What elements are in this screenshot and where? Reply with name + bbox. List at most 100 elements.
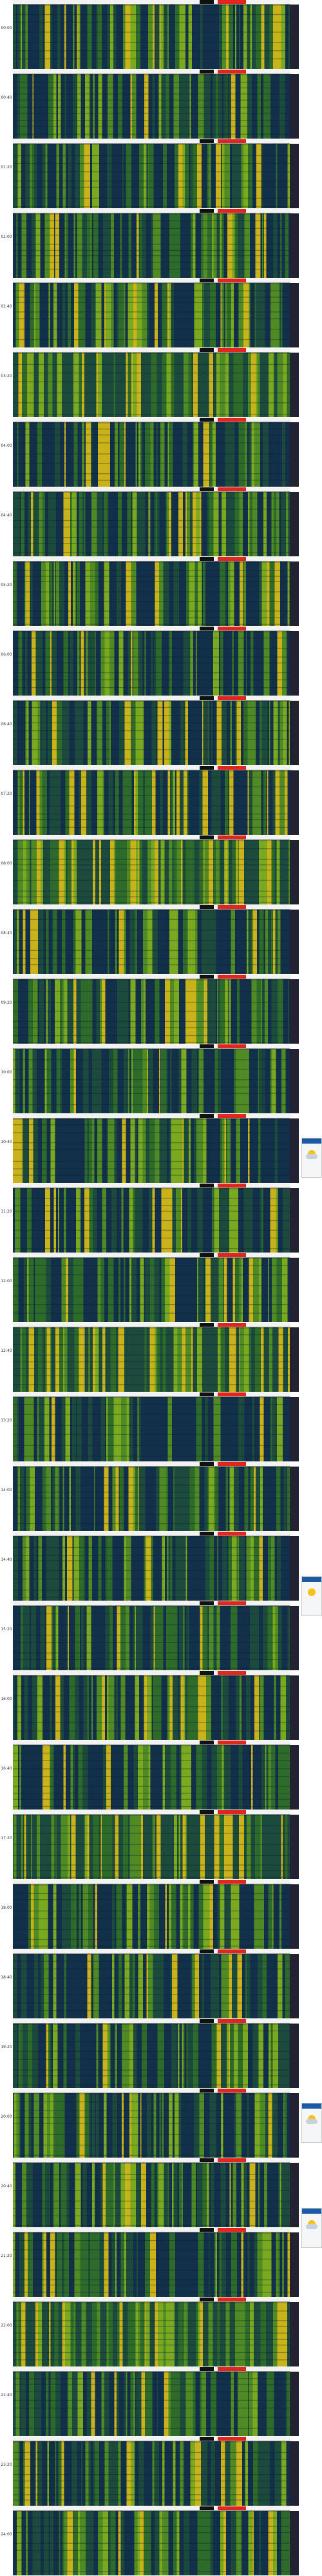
spectrogram-panel: 01:20 [0,139,322,209]
spectrogram [13,1118,290,1183]
bar-marker [200,1044,214,1048]
spectrogram-panel: 00:40 [0,70,322,139]
time-bar [13,766,290,770]
bar-highlight [218,1810,246,1814]
weather-card [301,1138,322,1178]
spectrogram-panel: 03:20 [0,348,322,418]
bar-marker [200,627,214,630]
spectrogram-panel: 17:20 [0,1810,322,1880]
bar-marker [200,2367,214,2371]
spectrogram [13,1049,290,1113]
spectrogram-panel: 11:20 [0,1184,322,1253]
panel-label: 11:20 [1,1209,12,1214]
bar-marker [200,139,214,143]
time-bar [13,1253,290,1258]
bar-highlight [218,2298,246,2301]
scale-column [290,353,299,417]
bar-highlight [218,2506,246,2510]
time-bar [13,835,290,840]
bar-highlight [218,348,246,352]
scale-column [290,1188,299,1253]
scale-column [290,631,299,696]
time-bar [13,2089,290,2093]
spectrogram-panel: 09:20 [0,975,322,1044]
time-bar [13,418,290,422]
spectrogram-panel: 20:40 [0,2158,322,2228]
panel-label: 05:20 [1,583,12,587]
spectrogram [13,2441,290,2506]
bar-highlight [218,2367,246,2371]
time-bar [13,487,290,492]
bar-marker [200,1253,214,1257]
time-bar [13,1880,290,1884]
time-bar [13,2228,290,2232]
spectrogram [13,770,290,835]
panel-label: 22:40 [1,2393,12,2397]
panel-label: 20:00 [1,2114,12,2119]
bar-marker [200,1671,214,1675]
bar-marker [200,835,214,839]
time-bar [13,2367,290,2372]
bar-highlight [218,627,246,630]
spectrogram-panel: 12:40 [0,1323,322,1392]
scale-column [290,422,299,487]
scale-column [290,1467,299,1531]
time-bar [13,348,290,353]
spectrogram [13,2302,290,2366]
bar-highlight [218,766,246,770]
bar-highlight [218,1184,246,1187]
panel-label: 14:00 [1,1488,12,1492]
bar-marker [200,1741,214,1744]
panel-label: 13:20 [1,1418,12,1423]
bar-marker [200,0,214,4]
spectrogram [13,2372,290,2436]
scale-column [290,1118,299,1183]
time-bar [13,1392,290,1397]
bar-marker [200,1810,214,1814]
bar-highlight [218,1880,246,1884]
scale-column [290,2024,299,2088]
spectrogram-panel: 08:00 [0,835,322,905]
bar-highlight [218,1601,246,1605]
spectrogram-panel: 02:40 [0,278,322,348]
time-bar [13,905,290,910]
spectrogram [13,1954,290,2018]
spectrogram [13,1884,290,1949]
bar-highlight [218,2019,246,2023]
bar-marker [200,1601,214,1605]
spectrogram [13,561,290,626]
panel-label: 14:40 [1,1557,12,1562]
time-bar [13,209,290,213]
spectrogram-panel: 05:20 [0,557,322,627]
spectrogram-panel: 22:40 [0,2367,322,2437]
bar-marker [200,418,214,422]
spectrogram [13,2511,290,2575]
scale-column [290,1606,299,1670]
spectrogram [13,631,290,696]
spectrogram [13,353,290,417]
spectrogram-panel: 23:20 [0,2437,322,2506]
panel-label: 01:20 [1,165,12,170]
bar-highlight [218,2158,246,2162]
panel-label: 22:00 [1,2323,12,2328]
panel-label: 08:00 [1,861,12,866]
scale-column [290,283,299,347]
panel-label: 12:40 [1,1349,12,1353]
scale-column [290,2093,299,2158]
scale-column [290,144,299,208]
scale-column [290,2163,299,2227]
bar-highlight [218,1949,246,1953]
spectrogram-panel: 18:00 [0,1880,322,1949]
spectrogram [13,2163,290,2227]
bar-highlight [218,487,246,491]
spectrogram-panel: 20:00 [0,2089,322,2158]
bar-marker [200,2228,214,2232]
scale-column [290,5,299,69]
spectrogram [13,1606,290,1670]
bar-highlight [218,1392,246,1396]
spectrogram-panel: 18:40 [0,1949,322,2019]
bar-highlight [218,557,246,561]
panel-label: 06:00 [1,652,12,657]
scale-column [290,1258,299,1322]
bar-highlight [218,1253,246,1257]
